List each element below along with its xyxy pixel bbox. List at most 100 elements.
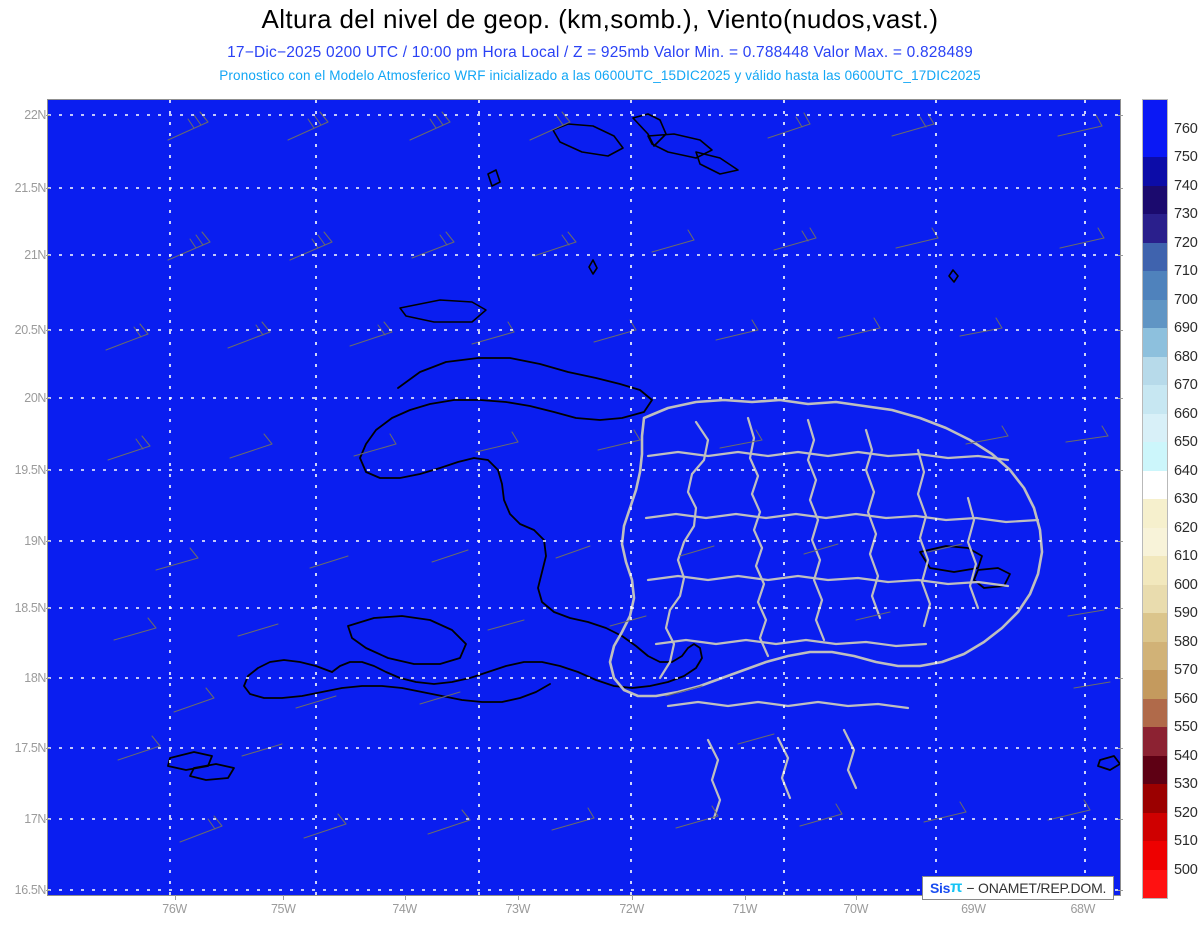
y-axis-tick-label: 19.5N	[14, 463, 47, 477]
colorbar-tick-label: 690	[1174, 320, 1198, 336]
y-axis-tick-label: 21N	[24, 248, 46, 262]
x-axis-tick-label: 76W	[162, 902, 187, 916]
y-axis-tick-right	[1118, 188, 1123, 189]
colorbar-band	[1143, 442, 1167, 471]
y-axis-tick-label: 17N	[24, 812, 46, 826]
colorbar-band	[1143, 641, 1167, 670]
colorbar-tick-label: 740	[1174, 177, 1198, 194]
colorbar-tick-label: 530	[1174, 776, 1198, 792]
colorbar-tick-label: 720	[1174, 234, 1198, 251]
colorbar-band	[1143, 670, 1167, 699]
gridline-layer	[48, 100, 1120, 895]
y-axis-tick-right	[1118, 608, 1123, 609]
colorbar-band	[1143, 698, 1167, 727]
colorbar-tick-label: 560	[1174, 690, 1198, 707]
y-axis-tick	[46, 330, 50, 331]
x-axis-tick-label: 73W	[505, 902, 530, 916]
x-axis-tick	[631, 895, 633, 900]
y-axis-tick-label: 18N	[24, 671, 46, 685]
x-axis-tick-label: 69W	[961, 902, 986, 916]
colorbar-tick-label: 620	[1174, 519, 1198, 536]
y-axis-tick-right	[1118, 255, 1123, 256]
colorbar-band	[1143, 299, 1167, 328]
y-axis-tick-label: 22N	[24, 108, 46, 122]
colorbar-band	[1143, 784, 1167, 813]
pi-symbol-icon: π	[950, 879, 962, 896]
colorbar[interactable]: 760 750 740 730 720 710 700 690 680 670 660 650 640 6…	[1142, 99, 1200, 899]
logo-agency-text: − ONAMET/REP.DOM.	[966, 880, 1107, 896]
colorbar-tick-label: 610	[1174, 548, 1198, 564]
map-canvas[interactable]	[47, 99, 1121, 896]
colorbar-tick-label: 580	[1174, 633, 1198, 650]
colorbar-band	[1143, 499, 1167, 528]
wind-barb-layer	[105, 111, 1111, 843]
y-axis-tick-label: 16.5N	[14, 883, 47, 897]
y-axis-tick-right	[1118, 890, 1123, 891]
colorbar-tick-label: 680	[1174, 348, 1198, 365]
logo-badge: Sis π − ONAMET/REP.DOM.	[922, 876, 1115, 900]
colorbar-band	[1143, 100, 1167, 129]
x-axis-tick	[283, 895, 285, 900]
coastline-layer	[167, 113, 1120, 820]
y-axis-tick	[46, 748, 50, 749]
y-axis-tick	[46, 470, 50, 471]
colorbar-tick-label: 760	[1174, 120, 1198, 137]
colorbar-band	[1143, 128, 1167, 157]
colorbar-tick-label: 750	[1174, 149, 1198, 165]
y-axis-tick-right	[1118, 330, 1123, 331]
y-axis-tick	[46, 115, 50, 116]
colorbar-tick-label: 710	[1174, 263, 1198, 279]
colorbar-band	[1143, 242, 1167, 271]
colorbar-tick-label: 650	[1174, 434, 1198, 450]
colorbar-tick-label: 630	[1174, 491, 1198, 507]
x-axis-tick-label: 74W	[392, 902, 417, 916]
colorbar-tick-label: 510	[1174, 833, 1198, 849]
colorbar-band	[1143, 613, 1167, 642]
colorbar-tick-label: 500	[1174, 861, 1198, 878]
y-axis-tick-right	[1118, 398, 1123, 399]
y-axis-tick	[46, 890, 50, 891]
y-axis-tick-right	[1118, 115, 1123, 116]
colorbar-band	[1143, 385, 1167, 414]
y-axis-tick-right	[1118, 470, 1123, 471]
colorbar-band	[1143, 727, 1167, 756]
colorbar-tick-label: 550	[1174, 719, 1198, 735]
y-axis-tick-label: 19N	[24, 534, 46, 548]
logo-sis-text: Sis	[930, 880, 951, 896]
colorbar-tick-label: 700	[1174, 291, 1198, 308]
y-axis-tick-label: 21.5N	[14, 181, 47, 195]
colorbar-tick-label: 670	[1174, 377, 1198, 393]
y-axis-tick	[46, 819, 50, 820]
y-axis-tick-right	[1118, 819, 1123, 820]
colorbar-band	[1143, 413, 1167, 442]
page-title: Altura del nivel de geop. (km,somb.), Vi…	[261, 4, 939, 34]
colorbar-gradient[interactable]	[1142, 99, 1168, 899]
colorbar-tick-label: 590	[1174, 605, 1198, 621]
y-axis-tick-label: 20.5N	[14, 323, 47, 337]
y-axis-tick	[46, 678, 50, 679]
y-axis-tick-right	[1118, 678, 1123, 679]
y-axis-tick	[46, 541, 50, 542]
y-axis-tick-right	[1118, 541, 1123, 542]
colorbar-tick-label: 640	[1174, 462, 1198, 479]
y-axis-tick-label: 17.5N	[14, 741, 47, 755]
y-axis-tick	[46, 608, 50, 609]
colorbar-band	[1143, 214, 1167, 243]
x-axis-tick	[855, 895, 857, 900]
x-axis-tick-label: 71W	[732, 902, 758, 916]
x-axis-tick	[517, 895, 519, 900]
colorbar-tick-label: 600	[1174, 576, 1198, 593]
y-axis-tick-label: 18.5N	[14, 601, 47, 615]
map-plot-area[interactable]	[47, 99, 1121, 896]
colorbar-band	[1143, 356, 1167, 385]
subtitle-line-1: 17−Dic−2025 0200 UTC / 10:00 pm Hora Loc…	[227, 44, 973, 61]
colorbar-band	[1143, 185, 1167, 214]
y-axis-tick-label: 20N	[24, 391, 46, 405]
colorbar-tick-label: 660	[1174, 405, 1198, 422]
y-axis-tick	[46, 255, 50, 256]
x-axis-tick-label: 75W	[270, 902, 296, 916]
header: Altura del nivel de geop. (km,somb.), Vi…	[0, 0, 1200, 92]
x-axis-tick	[744, 895, 746, 900]
x-axis-tick-label: 68W	[1070, 902, 1096, 916]
colorbar-band	[1143, 527, 1167, 556]
